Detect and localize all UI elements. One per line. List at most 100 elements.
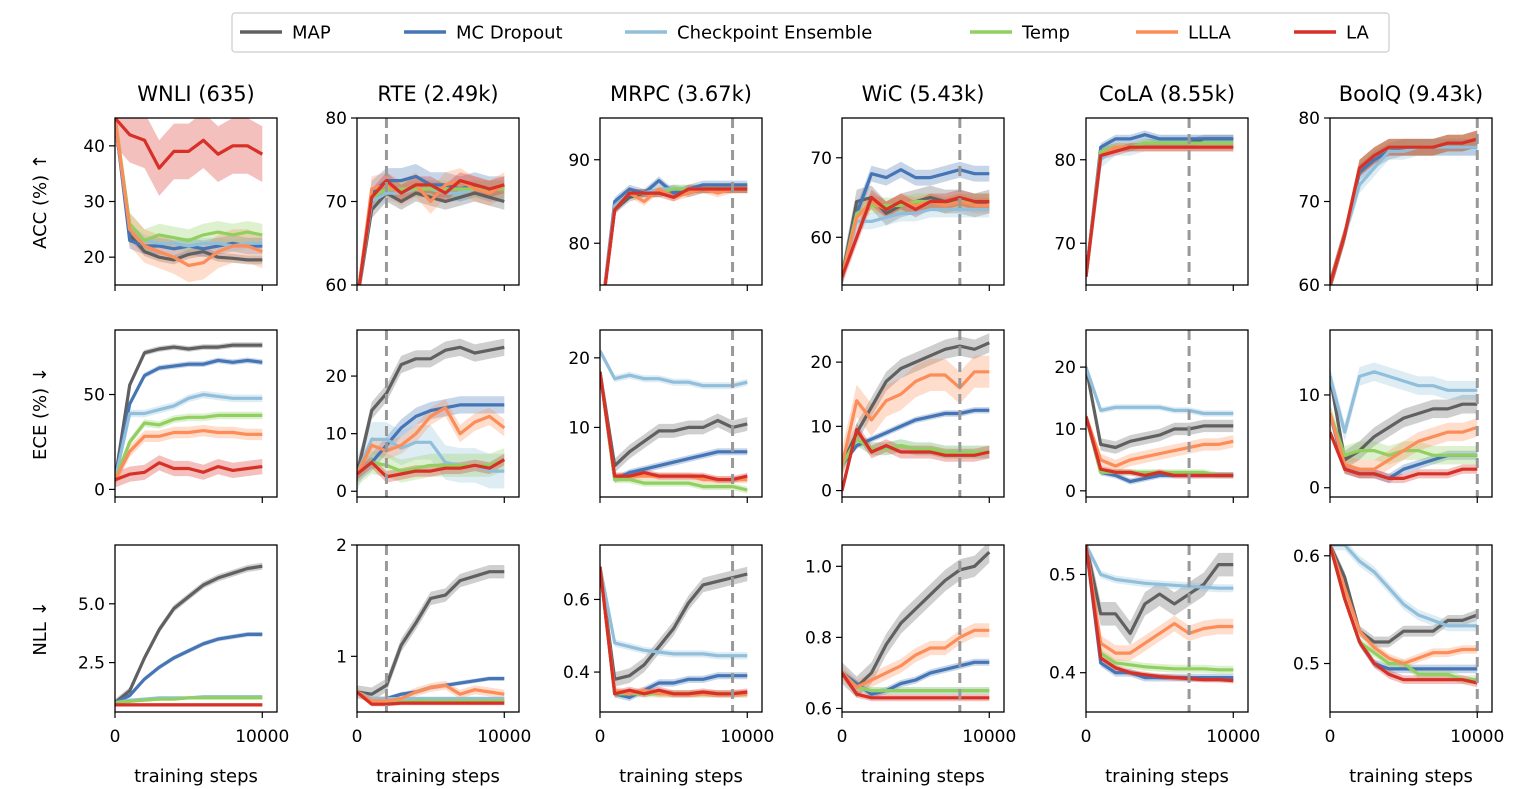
plot-area <box>600 545 748 712</box>
x-tick-label: 10000 <box>477 727 531 747</box>
series-line <box>600 566 748 658</box>
series-line <box>603 187 748 285</box>
y-tick-label: 60 <box>1298 276 1320 296</box>
series-line <box>357 570 505 696</box>
confidence-band <box>1330 130 1478 285</box>
series-line <box>842 550 991 689</box>
series-line <box>357 690 505 706</box>
axes-frame <box>1085 329 1249 498</box>
axes-frame <box>114 544 278 713</box>
panel-1-5: 0 10 <box>1298 329 1493 503</box>
axes-frame <box>1085 117 1249 286</box>
plot-area <box>842 330 990 497</box>
y-tick-label: 2 <box>336 536 347 556</box>
x-tick-label: 0 <box>837 727 848 747</box>
panel-title: WNLI (635) <box>137 82 255 106</box>
series-line <box>115 461 263 482</box>
axes-frame <box>841 544 1005 713</box>
confidence-band <box>357 338 505 483</box>
confidence-band <box>115 632 263 705</box>
axes-frame <box>356 329 520 498</box>
series-line <box>842 428 990 491</box>
panel-title: RTE (2.49k) <box>377 82 498 106</box>
panel-2-5: 0.5 0.6 0 10000 training steps <box>1293 544 1504 787</box>
series-line <box>600 566 748 681</box>
axes-frame <box>1329 329 1493 498</box>
y-tick-label: 70 <box>1054 234 1076 254</box>
y-tick-label: 80 <box>325 109 347 129</box>
x-tick-label: 0 <box>1325 727 1336 747</box>
confidence-band <box>842 423 990 497</box>
series-line <box>1086 133 1234 277</box>
confidence-band <box>1330 138 1478 285</box>
panel-0-3: 60 70 WiC (5.43k) <box>810 82 1005 291</box>
plot-area <box>1086 118 1234 285</box>
legend-frame <box>231 12 1390 53</box>
confidence-band <box>357 422 505 492</box>
series-line <box>115 413 263 481</box>
panel-title: BoolQ (9.43k) <box>1339 82 1483 106</box>
series-line <box>603 179 748 285</box>
series-line <box>1086 145 1234 277</box>
series-line <box>1086 141 1234 277</box>
series-line <box>842 628 990 689</box>
plot-area <box>1330 118 1479 285</box>
plot-area <box>1330 545 1479 712</box>
legend: MAP MC Dropout Checkpoint Ensemble Temp LLLA… <box>231 12 1390 53</box>
plot-area <box>115 342 263 488</box>
plot-area <box>1330 330 1479 497</box>
plot-area <box>1086 545 1234 712</box>
axes-frame <box>599 544 763 713</box>
series-line <box>115 118 264 170</box>
confidence-band <box>115 118 263 252</box>
series-line <box>357 406 506 475</box>
y-tick-label: 40 <box>83 137 105 157</box>
series-line <box>357 179 505 285</box>
x-axis-label: training steps <box>1105 766 1229 787</box>
y-tick-label: 80 <box>1054 151 1076 171</box>
axes-frame <box>599 329 763 498</box>
y-tick-label: 0.5 <box>1293 655 1320 675</box>
series-line <box>1330 370 1478 434</box>
panel-2-1: 1 2 0 10000 training steps <box>336 536 531 787</box>
y-tick-label: 80 <box>1298 109 1320 129</box>
series-line <box>842 408 990 466</box>
y-tick-label: 70 <box>1298 193 1320 213</box>
series-line <box>357 345 505 475</box>
confidence-band <box>1086 413 1234 485</box>
y-tick-label: 10 <box>325 425 347 445</box>
y-tick-label: 60 <box>325 276 347 296</box>
panel-0-5: 60 70 80 BoolQ (9.43k) <box>1298 82 1493 296</box>
confidence-band <box>115 424 263 486</box>
series-line <box>600 371 748 468</box>
axes-frame <box>356 544 520 713</box>
y-tick-label: 20 <box>568 349 590 369</box>
y-tick-label: 0.4 <box>1049 664 1076 684</box>
confidence-band <box>115 118 263 252</box>
confidence-band <box>115 118 263 196</box>
confidence-band <box>842 355 990 481</box>
panel-0-1: 60 70 80 RTE (2.49k) <box>325 82 520 296</box>
legend-label: LLLA <box>1188 23 1231 44</box>
legend-label: MC Dropout <box>456 23 563 44</box>
series-line <box>1086 545 1234 655</box>
y-tick-label: 60 <box>810 228 832 248</box>
panel-1-3: 0 10 20 <box>810 329 1005 503</box>
y-tick-label: 0 <box>1309 479 1320 499</box>
x-axis-label: training steps <box>861 766 985 787</box>
y-tick-label: 10 <box>568 418 590 438</box>
confidence-band <box>115 411 263 484</box>
x-tick-label: 0 <box>1081 727 1092 747</box>
axes-frame <box>841 117 1005 286</box>
panel-2-0: 2.5 5.0 0 10000 training steps <box>78 544 289 787</box>
y-tick-label: 20 <box>810 353 832 373</box>
y-tick-label: 10 <box>810 417 832 437</box>
confidence-band <box>1330 138 1478 285</box>
y-tick-label: 0.4 <box>563 663 590 683</box>
y-axis-label: ECE (%) ↓ <box>30 367 51 460</box>
plot-area <box>357 118 506 285</box>
series-line <box>115 564 263 704</box>
series-line <box>115 118 263 268</box>
confidence-band <box>358 180 505 285</box>
